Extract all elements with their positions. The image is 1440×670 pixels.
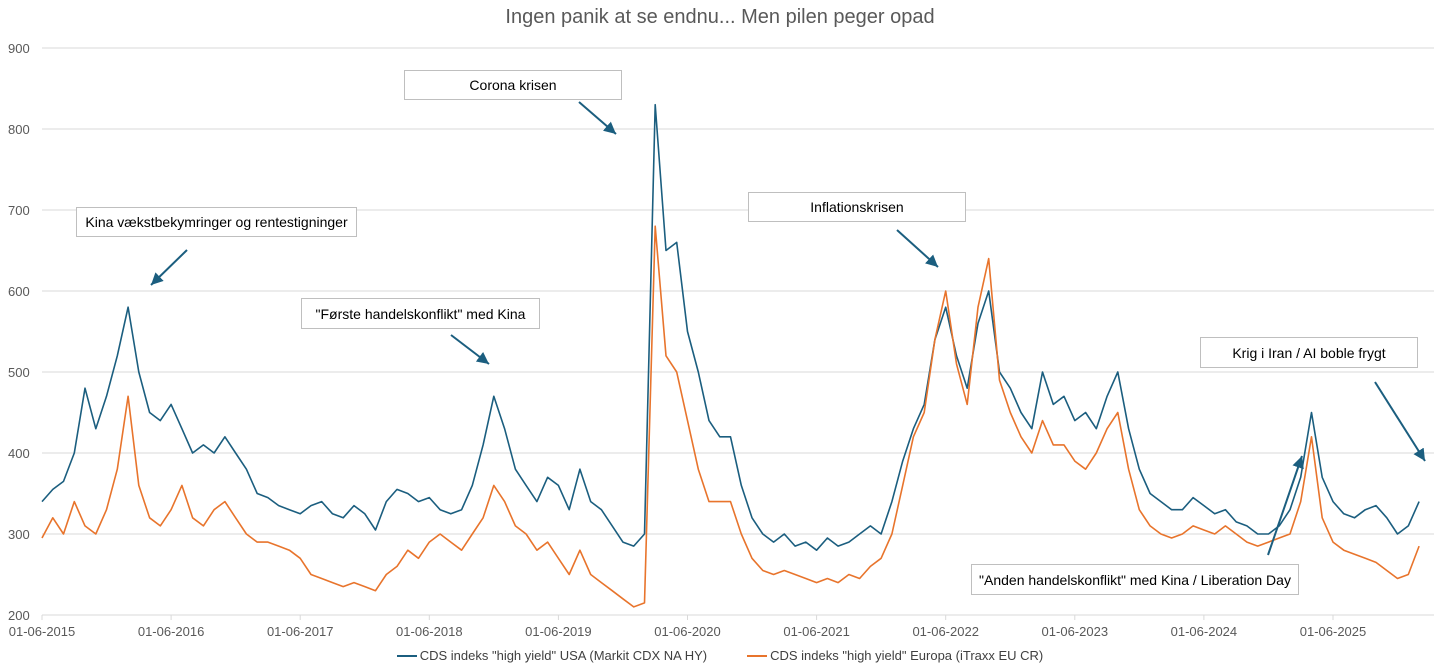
x-tick-label: 01-06-2015 — [9, 624, 76, 639]
annotation-box: Corona krisen — [404, 70, 622, 100]
y-tick-label: 800 — [8, 122, 30, 137]
x-tick-label: 01-06-2025 — [1300, 624, 1367, 639]
series-line-usa — [41, 103, 1420, 552]
legend-item-europa: CDS indeks "high yield" Europa (iTraxx E… — [747, 648, 1043, 663]
x-tick-label: 01-06-2018 — [396, 624, 463, 639]
annotation-arrow — [150, 249, 188, 286]
annotation-box: Kina vækstbekymringer og rentestigninger — [76, 207, 357, 237]
legend-label-usa: CDS indeks "high yield" USA (Markit CDX … — [419, 648, 708, 663]
legend: CDS indeks "high yield" USA (Markit CDX … — [0, 648, 1440, 663]
y-tick-label: 700 — [8, 203, 30, 218]
x-tick-label: 01-06-2024 — [1171, 624, 1238, 639]
chart-title: Ingen panik at se endnu... Men pilen peg… — [505, 6, 935, 28]
y-tick-label: 300 — [8, 527, 30, 542]
annotation-arrow — [1374, 381, 1426, 462]
y-tick-label: 600 — [8, 284, 30, 299]
annotation-arrow — [896, 229, 939, 268]
y-tick-label: 900 — [8, 41, 30, 56]
legend-item-usa: CDS indeks "high yield" USA (Markit CDX … — [396, 648, 708, 663]
annotation-box: Inflationskrisen — [748, 192, 966, 222]
annotation-box: "Anden handelskonflikt" med Kina / Liber… — [971, 564, 1299, 595]
x-tick-label: 01-06-2022 — [912, 624, 979, 639]
annotation-box: "Første handelskonflikt" med Kina — [301, 298, 540, 329]
annotation-arrow — [450, 334, 490, 365]
legend-swatch-usa — [396, 654, 417, 657]
annotation-arrow — [578, 101, 617, 135]
x-tick-label: 01-06-2019 — [525, 624, 592, 639]
y-tick-label: 200 — [8, 608, 30, 623]
x-tick-label: 01-06-2023 — [1042, 624, 1109, 639]
x-tick-label: 01-06-2021 — [783, 624, 850, 639]
series-line-europa — [41, 225, 1420, 608]
annotation-arrow — [1267, 455, 1304, 556]
x-tick-label: 01-06-2016 — [138, 624, 205, 639]
annotation-box: Krig i Iran / AI boble frygt — [1200, 337, 1418, 368]
x-tick-label: 01-06-2017 — [267, 624, 334, 639]
x-tick-label: 01-06-2020 — [654, 624, 721, 639]
y-tick-label: 500 — [8, 365, 30, 380]
legend-swatch-europa — [747, 654, 768, 657]
y-tick-label: 400 — [8, 446, 30, 461]
legend-label-europa: CDS indeks "high yield" Europa (iTraxx E… — [770, 648, 1044, 663]
